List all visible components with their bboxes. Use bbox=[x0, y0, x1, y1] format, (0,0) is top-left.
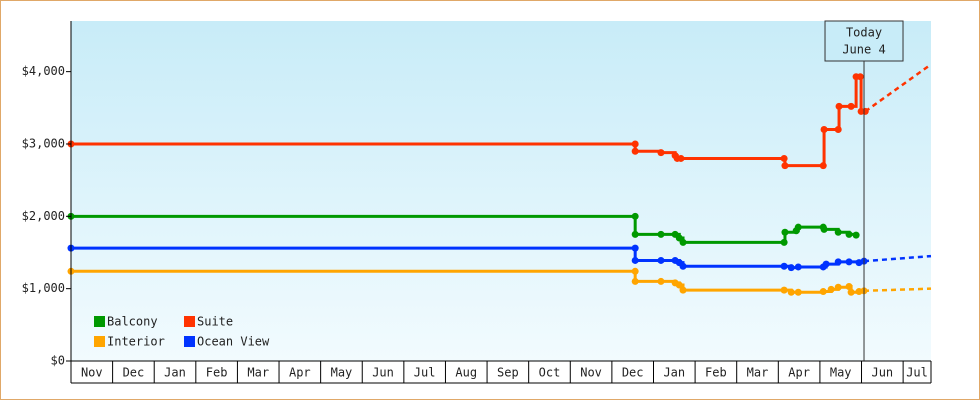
x-tick-label: Jun bbox=[871, 366, 893, 380]
data-point bbox=[847, 102, 855, 110]
data-point bbox=[820, 225, 828, 233]
x-tick-label: Dec bbox=[622, 366, 644, 380]
x-tick-label: Sep bbox=[497, 366, 519, 380]
data-point bbox=[780, 238, 788, 246]
data-point bbox=[657, 256, 665, 264]
data-point bbox=[631, 277, 639, 285]
y-tick-label: $4,000 bbox=[22, 64, 65, 78]
x-tick-label: Oct bbox=[539, 366, 561, 380]
data-point bbox=[819, 288, 827, 296]
data-point bbox=[794, 223, 802, 231]
data-point bbox=[794, 263, 802, 271]
data-point bbox=[657, 277, 665, 285]
x-tick-label: Dec bbox=[123, 366, 145, 380]
projection-line bbox=[863, 287, 932, 293]
legend-label: Balcony bbox=[107, 315, 158, 329]
x-tick-label: Aug bbox=[455, 366, 477, 380]
x-tick-label: Jun bbox=[372, 366, 394, 380]
data-point bbox=[787, 264, 795, 272]
x-tick-label: Mar bbox=[247, 366, 269, 380]
data-point bbox=[834, 258, 842, 266]
data-point bbox=[631, 230, 639, 238]
x-tick-label: Jul bbox=[414, 366, 436, 380]
data-point bbox=[835, 102, 843, 110]
x-tick-label: Jul bbox=[906, 366, 928, 380]
data-point bbox=[679, 238, 687, 246]
data-point bbox=[677, 154, 685, 162]
x-tick-label: Jan bbox=[164, 366, 186, 380]
data-point bbox=[631, 140, 639, 148]
x-tick-label: Nov bbox=[81, 366, 103, 380]
data-point bbox=[781, 228, 789, 236]
data-point bbox=[834, 126, 842, 134]
data-point bbox=[679, 286, 687, 294]
today-label: June 4 bbox=[842, 43, 885, 57]
legend-swatch bbox=[184, 316, 195, 327]
data-point bbox=[631, 244, 639, 252]
legend-label: Suite bbox=[197, 315, 233, 329]
data-point bbox=[631, 147, 639, 155]
data-point bbox=[822, 260, 830, 268]
data-point bbox=[657, 230, 665, 238]
data-point bbox=[834, 228, 842, 236]
data-point bbox=[780, 154, 788, 162]
x-tick-label: Apr bbox=[788, 366, 810, 380]
data-point bbox=[780, 286, 788, 294]
data-point bbox=[794, 288, 802, 296]
legend-swatch bbox=[94, 336, 105, 347]
data-point bbox=[675, 281, 683, 289]
x-tick-label: May bbox=[830, 366, 852, 380]
data-point bbox=[845, 282, 853, 290]
legend-swatch bbox=[94, 316, 105, 327]
data-point bbox=[820, 126, 828, 134]
projection-line bbox=[864, 63, 932, 113]
today-label: Today bbox=[846, 26, 882, 40]
data-point bbox=[845, 258, 853, 266]
y-tick-label: $3,000 bbox=[22, 136, 65, 150]
x-tick-label: Jan bbox=[663, 366, 685, 380]
data-point bbox=[781, 162, 789, 170]
today-box bbox=[824, 20, 904, 62]
x-tick-label: Nov bbox=[580, 366, 602, 380]
legend-swatch bbox=[184, 336, 195, 347]
data-point bbox=[631, 212, 639, 220]
data-point bbox=[845, 230, 853, 238]
data-point bbox=[827, 285, 835, 293]
plot-area bbox=[71, 21, 931, 361]
data-point bbox=[631, 267, 639, 275]
data-point bbox=[787, 288, 795, 296]
data-point bbox=[847, 288, 855, 296]
y-tick-label: $1,000 bbox=[22, 281, 65, 295]
x-tick-label: Apr bbox=[289, 366, 311, 380]
data-point bbox=[631, 256, 639, 264]
x-tick-label: Feb bbox=[206, 366, 228, 380]
projection-line bbox=[863, 254, 932, 263]
x-tick-label: May bbox=[331, 366, 353, 380]
data-point bbox=[780, 262, 788, 270]
legend-label: Ocean View bbox=[197, 335, 270, 349]
legend-label: Interior bbox=[107, 335, 165, 349]
x-tick-label: Mar bbox=[747, 366, 769, 380]
data-point bbox=[679, 262, 687, 270]
data-point bbox=[657, 149, 665, 157]
data-point bbox=[852, 231, 860, 239]
y-tick-label: $2,000 bbox=[22, 209, 65, 223]
data-point bbox=[856, 73, 864, 81]
data-point bbox=[861, 107, 869, 115]
data-point bbox=[819, 162, 827, 170]
y-tick-label: $0 bbox=[51, 354, 65, 368]
x-tick-label: Feb bbox=[705, 366, 727, 380]
data-point bbox=[834, 283, 842, 291]
